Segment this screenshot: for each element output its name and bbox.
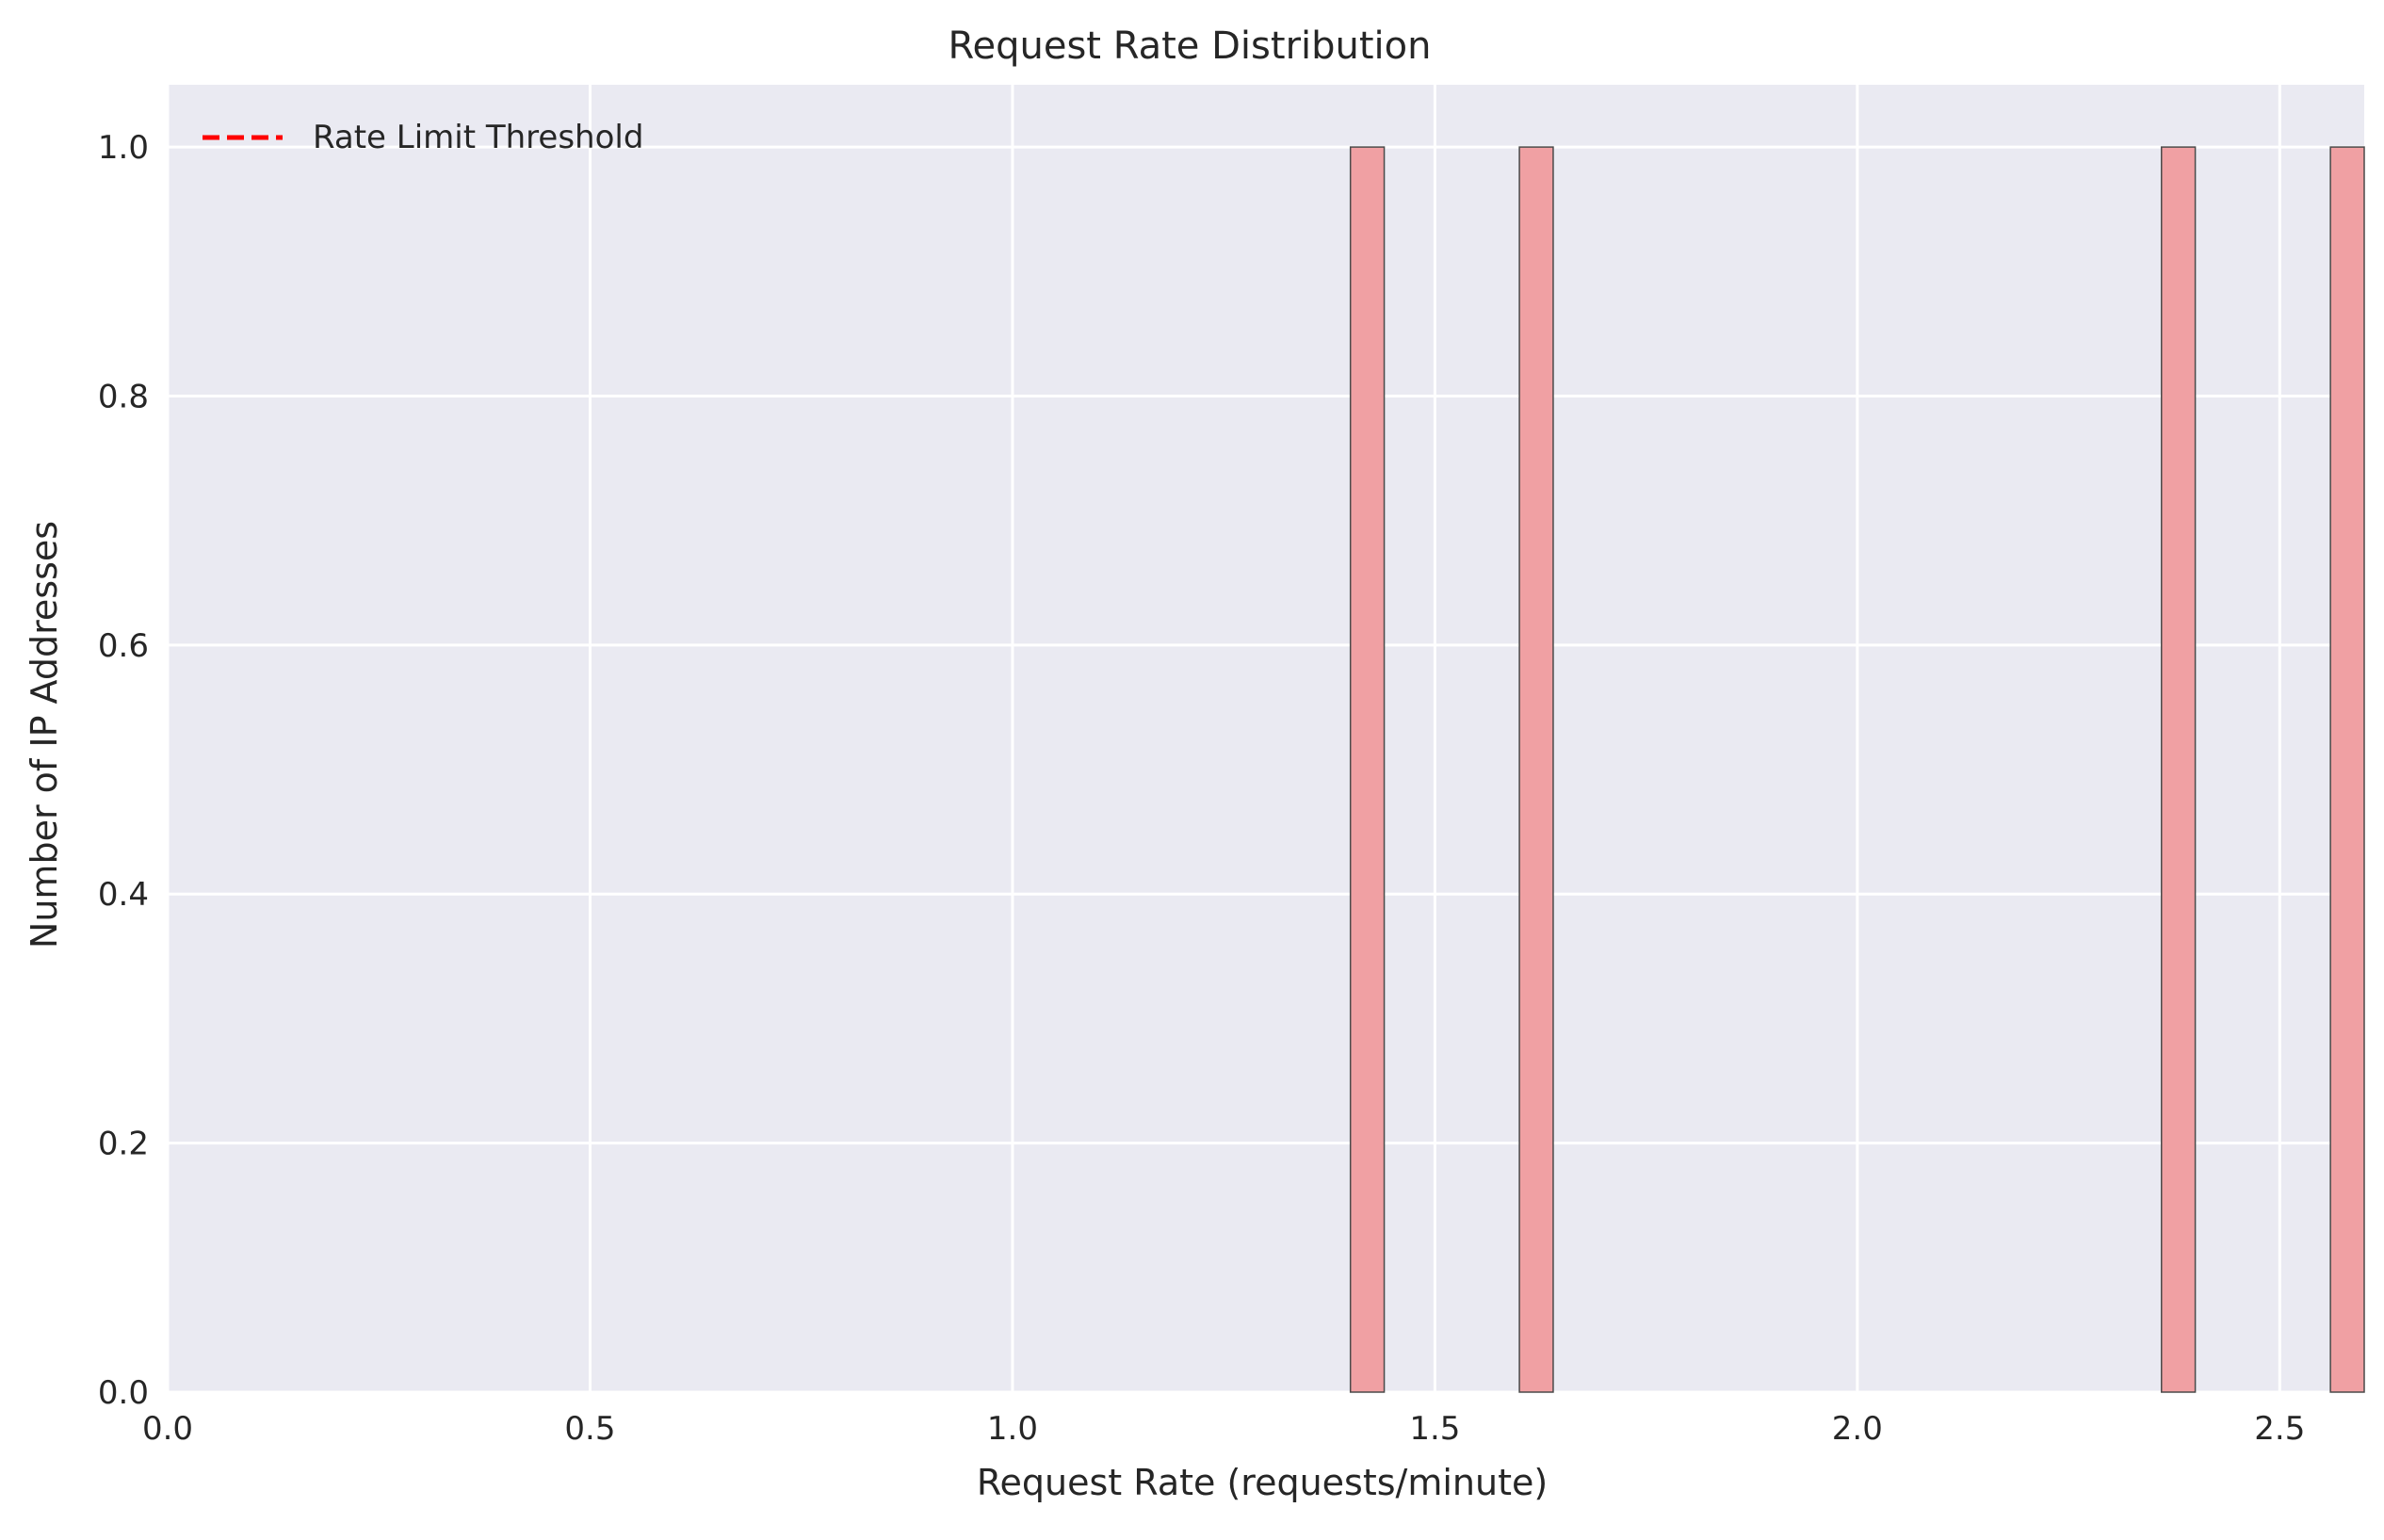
- histogram-bars: [1349, 146, 2365, 1393]
- y-tick-label: 0.0: [98, 1374, 149, 1412]
- y-axis-ticks: 0.0 0.2 0.4 0.6 0.8 1.0: [98, 129, 149, 1412]
- x-axis-ticks: 0.0 0.5 1.0 1.5 2.0 2.5: [142, 1410, 2305, 1448]
- x-tick-label: 0.5: [564, 1410, 615, 1448]
- x-tick-label: 0.0: [142, 1410, 193, 1448]
- x-tick-label: 1.0: [987, 1410, 1038, 1448]
- y-tick-label: 0.6: [98, 627, 149, 665]
- chart-title: Request Rate Distribution: [949, 24, 1432, 68]
- plot-area: [168, 85, 2364, 1392]
- x-tick-label: 2.5: [2254, 1410, 2305, 1448]
- x-axis-label: Request Rate (requests/minute): [977, 1462, 1548, 1503]
- legend-label: Rate Limit Threshold: [313, 119, 643, 156]
- histogram-bar: [2329, 146, 2365, 1393]
- x-tick-label: 1.5: [1409, 1410, 1460, 1448]
- legend: Rate Limit Threshold: [203, 119, 643, 156]
- x-tick-label: 2.0: [1832, 1410, 1883, 1448]
- grid-lines: [166, 85, 2364, 1394]
- histogram-bar: [1518, 146, 1554, 1393]
- y-tick-label: 0.2: [98, 1126, 149, 1163]
- y-tick-label: 1.0: [98, 129, 149, 167]
- y-tick-label: 0.8: [98, 378, 149, 415]
- y-tick-label: 0.4: [98, 876, 149, 914]
- y-axis-label: Number of IP Addresses: [24, 521, 65, 948]
- histogram-bar: [1349, 146, 1386, 1393]
- histogram-bar: [2160, 146, 2197, 1393]
